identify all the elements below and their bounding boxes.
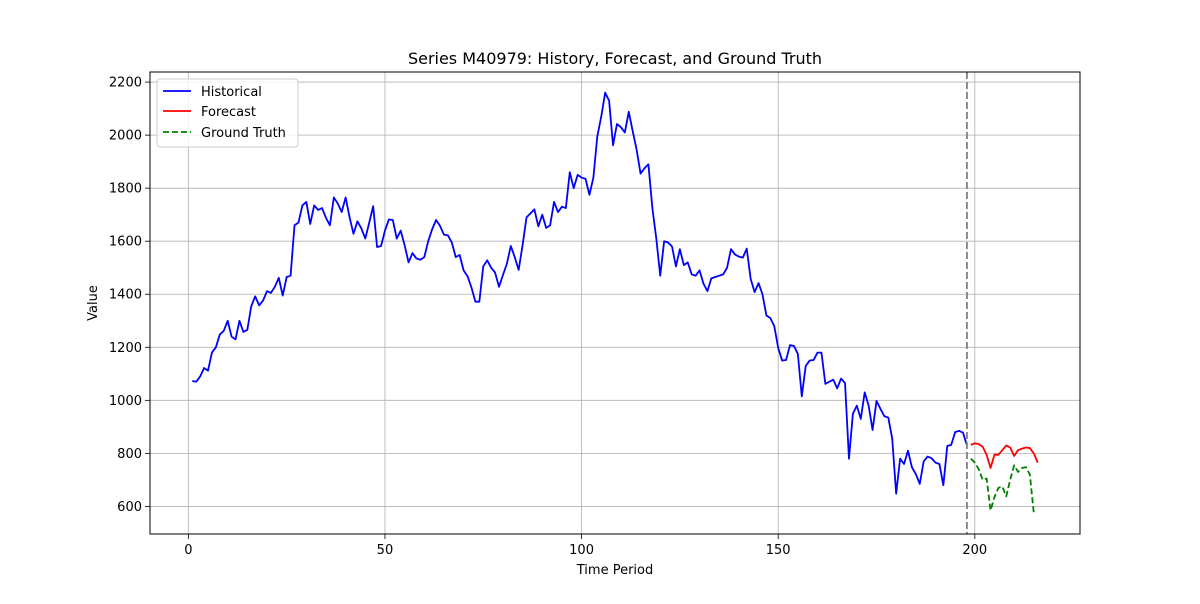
y-tick-label: 800 [117, 447, 142, 462]
x-tick-label: 100 [569, 543, 594, 558]
x-tick-label: 200 [962, 543, 987, 558]
x-tick-label: 150 [766, 543, 791, 558]
y-tick-label: 1000 [109, 394, 142, 409]
y-tick-label: 1800 [109, 182, 142, 197]
chart-title: Series M40979: History, Forecast, and Gr… [408, 49, 822, 68]
x-tick-label: 50 [377, 543, 394, 558]
y-axis-label: Value [86, 285, 101, 321]
legend-label-forecast: Forecast [201, 105, 256, 120]
x-axis-label: Time Period [576, 563, 653, 578]
y-tick-label: 1600 [109, 235, 142, 250]
legend-box [156, 78, 299, 148]
legend-label-historical: Historical [201, 85, 262, 100]
series-line-historical [192, 91, 968, 495]
grid [150, 72, 1080, 534]
y-tick-label: 1200 [109, 341, 142, 356]
series-line-ground-truth [970, 458, 1035, 514]
y-tick-label: 2000 [109, 129, 142, 144]
y-tick-label: 2200 [109, 76, 142, 91]
legend-label-ground-truth: Ground Truth [201, 126, 286, 141]
legend: Historical Forecast Ground Truth [156, 78, 299, 148]
plot-frame [149, 71, 1081, 535]
series-layer [192, 91, 1039, 514]
axes: 0 50 100 150 200 600 800 1000 1200 1400 1600 1800 20… [109, 76, 987, 558]
y-tick-label: 1400 [109, 288, 142, 303]
series-line-forecast [970, 442, 1039, 469]
y-tick-label: 600 [117, 500, 142, 515]
x-tick-label: 0 [184, 543, 192, 558]
